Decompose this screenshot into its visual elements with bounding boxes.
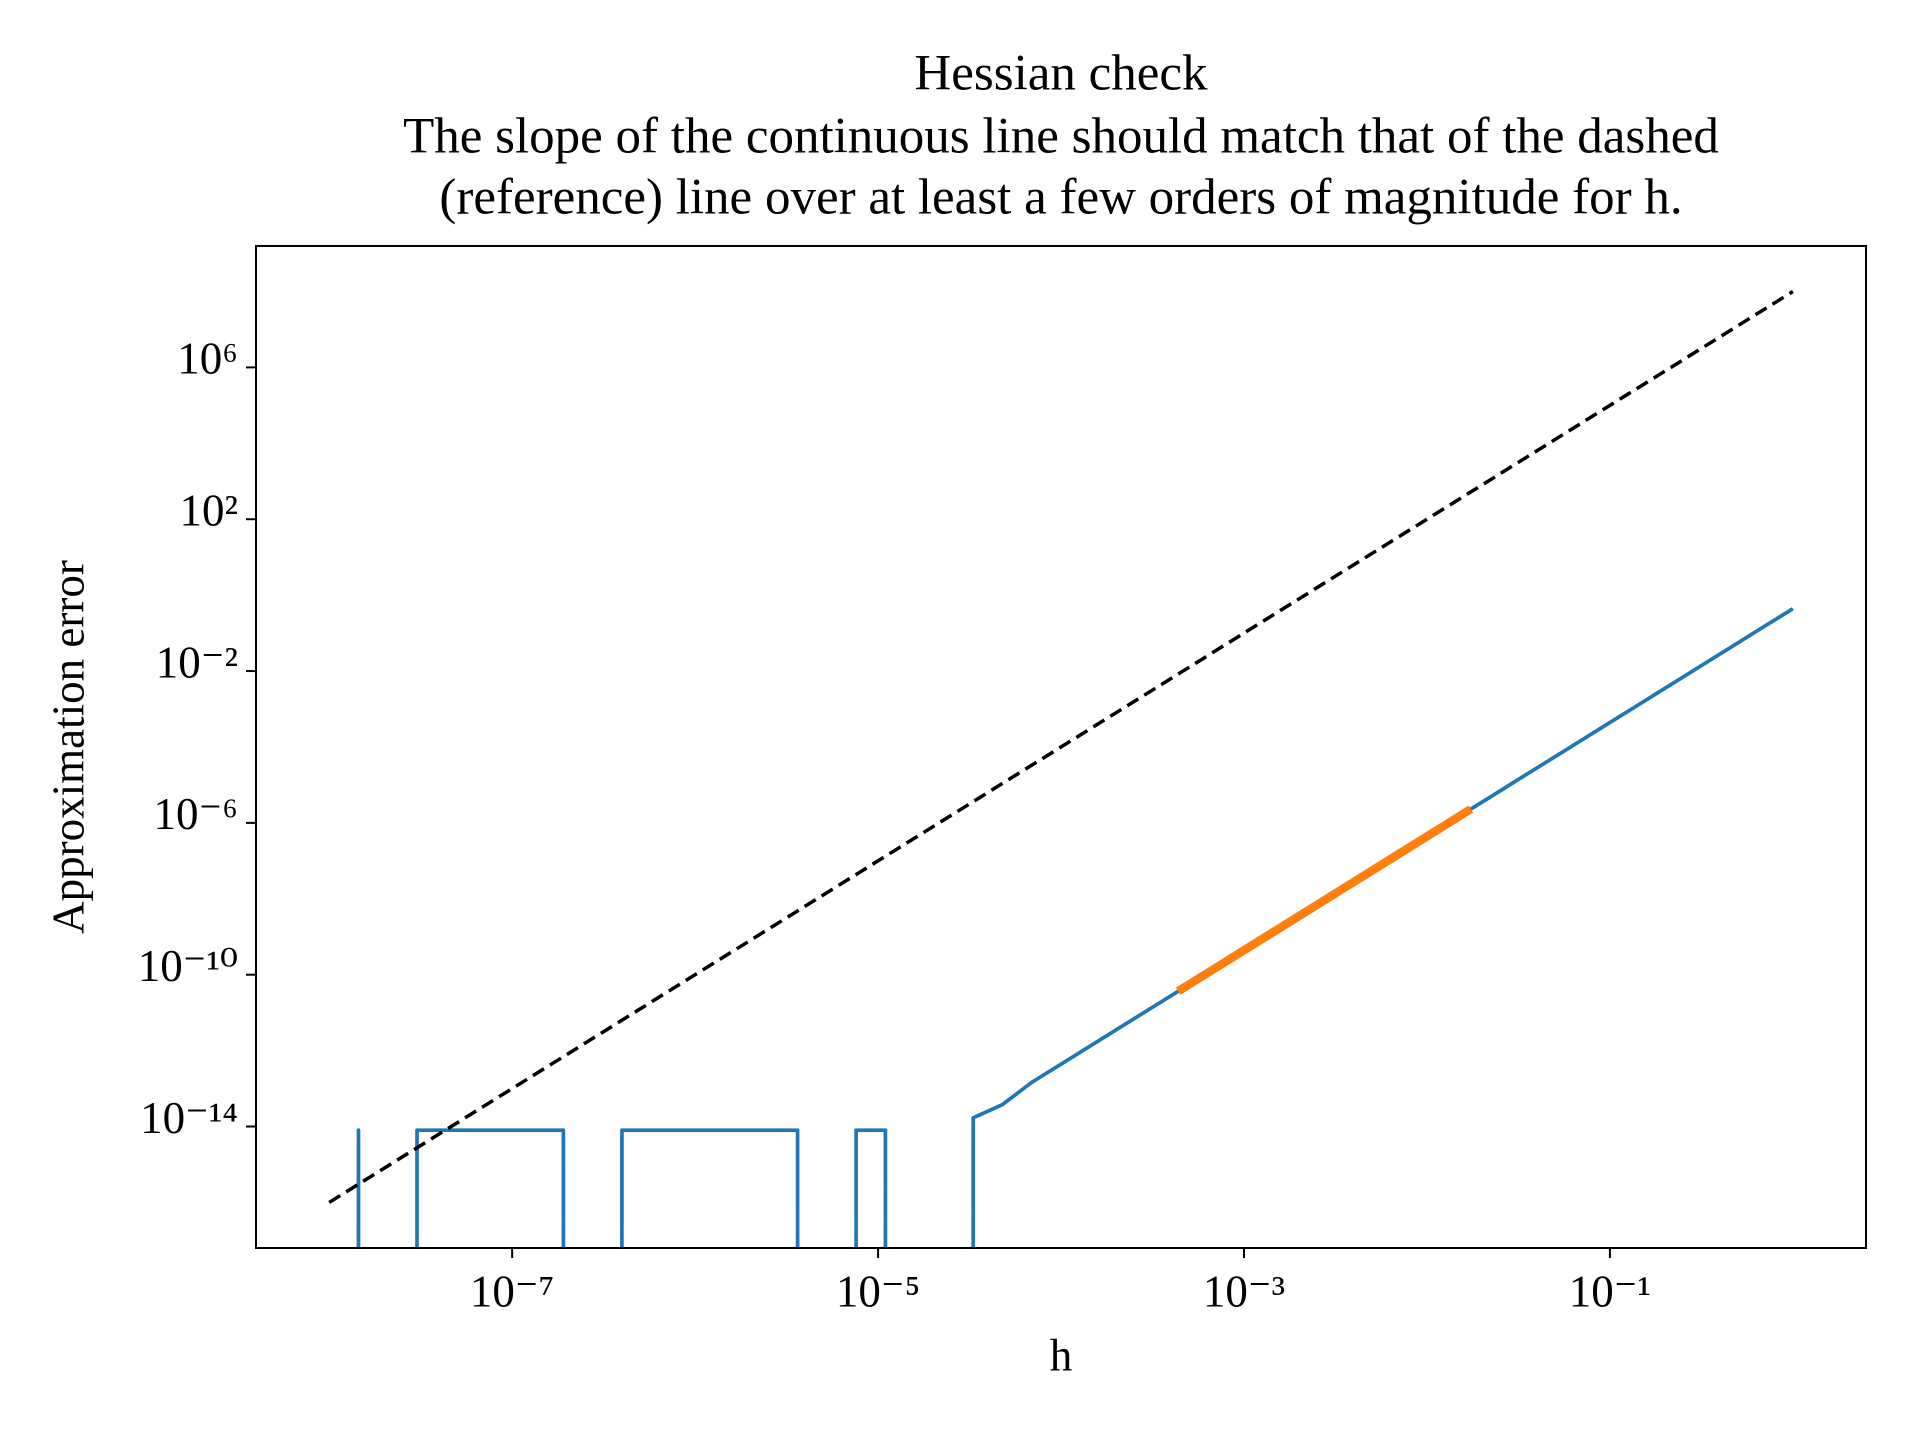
- series-line: [328, 290, 1794, 1204]
- x-tick-label: 10⁻¹: [1569, 1266, 1651, 1316]
- y-tick-label: 10⁶: [177, 334, 238, 384]
- x-tick-label: 10⁻³: [1203, 1266, 1285, 1316]
- x-tick-label: 10⁻⁷: [470, 1266, 554, 1316]
- plot-frame: [255, 245, 1867, 1249]
- y-tick-label: 10⁻⁶: [154, 789, 238, 839]
- x-axis-label: h: [1050, 1330, 1073, 1380]
- chart-subtitle: The slope of the continuous line should …: [403, 109, 1719, 165]
- y-tick-label: 10²: [180, 486, 239, 536]
- series-line: [1175, 805, 1474, 995]
- y-tick-label: 10⁻¹⁰: [138, 941, 238, 991]
- y-tick-label: 10⁻¹⁴: [140, 1093, 238, 1143]
- chart-title: Hessian check: [914, 46, 1208, 102]
- plot-area: [328, 290, 1794, 1248]
- y-tick-label: 10⁻²: [156, 637, 238, 687]
- chart-subtitle: (reference) line over at least a few ord…: [439, 170, 1682, 226]
- series-line: [356, 607, 1794, 1248]
- y-axis-label: Approximation error: [43, 560, 93, 934]
- x-tick-label: 10⁻⁵: [836, 1266, 920, 1316]
